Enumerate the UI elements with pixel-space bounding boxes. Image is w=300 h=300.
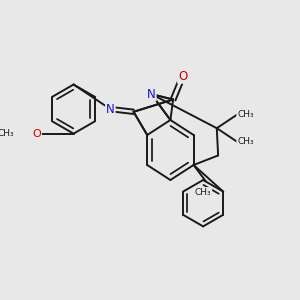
Text: O: O	[32, 129, 41, 139]
Text: CH₃: CH₃	[237, 137, 254, 146]
Text: CH₃: CH₃	[195, 188, 212, 197]
Text: O: O	[178, 70, 187, 83]
Text: N: N	[106, 103, 115, 116]
Text: N: N	[147, 88, 156, 100]
Text: CH₃: CH₃	[237, 110, 254, 119]
Text: CH₃: CH₃	[0, 129, 14, 138]
